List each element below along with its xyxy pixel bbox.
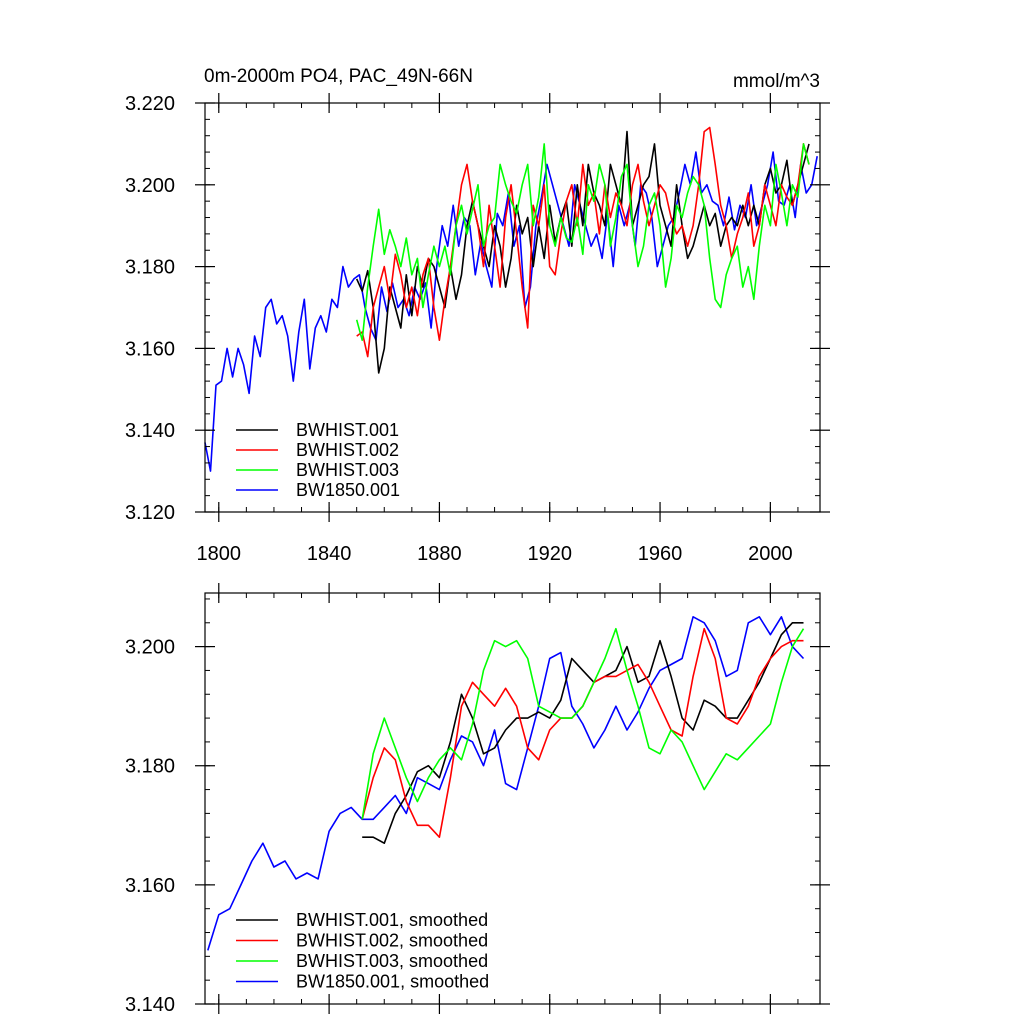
axes-group: 3.120 3.140 3.160 3.180 3.200 3.220 1800 1840 18… [125, 93, 830, 565]
y-tick-label: 3.120 [125, 502, 175, 524]
series-line [355, 130, 810, 374]
legend-label: BW1850.001, smoothed [296, 972, 489, 992]
series-line [356, 126, 810, 358]
series-line [361, 627, 804, 839]
series-line [204, 151, 818, 472]
legend-label: BWHIST.001 [296, 420, 399, 440]
axes-group: 3.140 3.160 3.180 3.200 [125, 583, 830, 1016]
x-tick-label: 1880 [417, 543, 462, 565]
y-tick-label: 3.140 [125, 420, 175, 442]
y-tick-label: 3.140 [125, 994, 175, 1016]
series-line [361, 627, 805, 820]
chart-bottom: 3.140 3.160 3.180 3.200 BWHIST.001, smoothe… [125, 583, 830, 1016]
legend-label: BWHIST.003, smoothed [296, 951, 488, 971]
y-tick-label: 3.160 [125, 875, 175, 897]
y-tick-label: 3.220 [125, 93, 175, 115]
chart-title: 0m-2000m PO4, PAC_49N-66N [204, 66, 473, 87]
series-line [355, 143, 810, 342]
y-tick-label: 3.200 [125, 637, 175, 659]
series-group [204, 126, 818, 472]
plot-frame [204, 102, 821, 513]
legend-label: BWHIST.002, smoothed [296, 931, 488, 951]
series-line [362, 621, 804, 845]
x-tick-label: 1840 [307, 543, 352, 565]
y-tick-label: 3.180 [125, 257, 175, 279]
y-tick-label: 3.200 [125, 175, 175, 197]
y-tick-label: 3.180 [125, 756, 175, 778]
plot-frame [204, 592, 821, 1005]
chart-units-label: mmol/m^3 [733, 71, 820, 92]
x-tick-label: 2000 [748, 543, 793, 565]
x-tick-label: 1920 [527, 543, 572, 565]
legend-label: BWHIST.003 [296, 460, 399, 480]
legend-label: BWHIST.001, smoothed [296, 910, 488, 930]
legend-label: BW1850.001 [296, 480, 400, 500]
chart-top: 0m-2000m PO4, PAC_49N-66N mmol/m^3 3.120… [125, 66, 830, 565]
x-tick-label: 1960 [638, 543, 683, 565]
x-tick-label: 1800 [197, 543, 242, 565]
series-line [207, 615, 805, 951]
series-group [207, 615, 805, 951]
legend-label: BWHIST.002 [296, 440, 399, 460]
y-tick-label: 3.160 [125, 338, 175, 360]
